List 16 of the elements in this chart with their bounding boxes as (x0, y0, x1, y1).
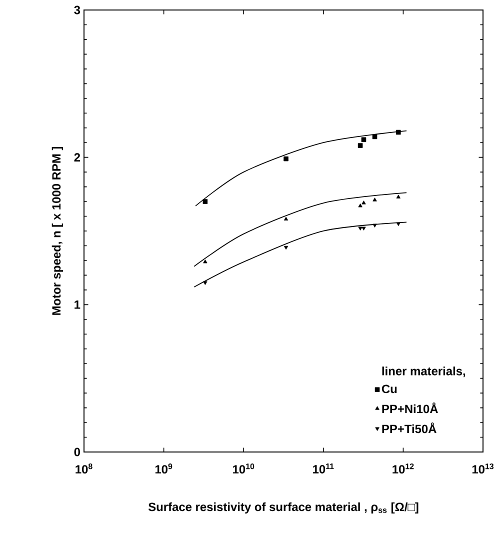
x-axis-title: Surface resistivity of surface material , ρ$_{ss}$ [Ω/□] (148, 502, 418, 514)
x-tick-label: 10$^{10}$ (233, 464, 254, 474)
y-tick-label: 2 (74, 153, 80, 162)
legend-label: Cu (382, 384, 397, 394)
legend-label: PP+Ni10Å (382, 402, 438, 414)
x-tick-label: 10$^{9}$ (155, 464, 172, 474)
y-axis-title: Motor speed, n [ x 1000 RPM ] (52, 146, 63, 315)
y-tick-label: 1 (74, 300, 80, 309)
y-tick-label: 0 (74, 448, 80, 456)
x-tick-label: 10$^{12}$ (392, 464, 414, 474)
x-tick-label: 10$^{13}$ (472, 464, 494, 474)
x-tick-label: 10$^{11}$ (313, 464, 334, 474)
x-tick-label: 10$^{8}$ (76, 464, 92, 474)
legend-label: PP+Ti50Å (382, 422, 436, 434)
legend-title: liner materials, (382, 366, 466, 378)
y-tick-label: 3 (74, 6, 80, 14)
